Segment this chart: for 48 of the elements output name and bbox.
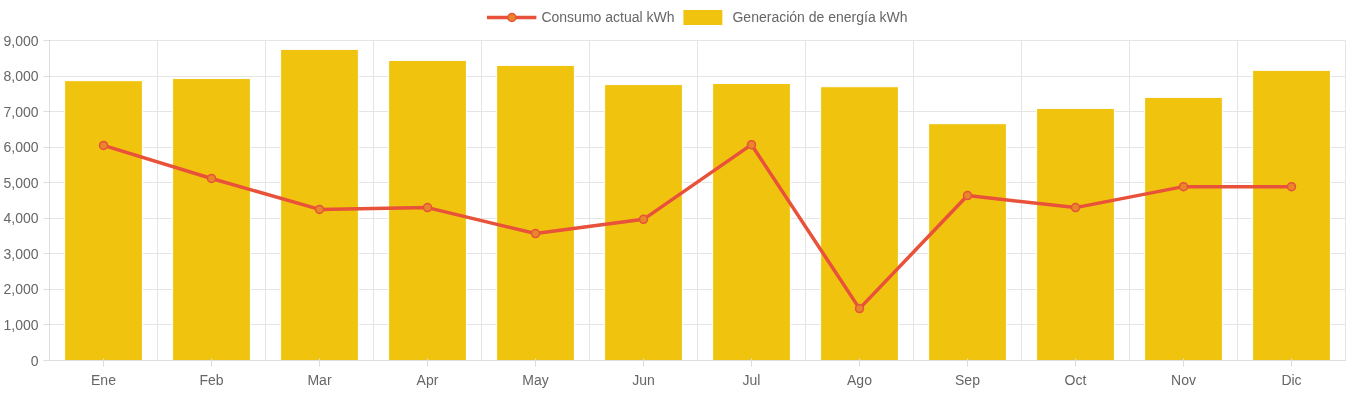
y-tick-label: 4,000: [3, 210, 39, 227]
point: [98, 140, 109, 151]
legend-label: Generación de energía kWh: [732, 9, 908, 25]
x-tick-label: Nov: [1171, 371, 1196, 388]
x-tick-label: Apr: [416, 371, 439, 388]
bar: [928, 123, 1007, 361]
x-tick-label: Jun: [632, 371, 655, 388]
bar: [1252, 69, 1331, 361]
x-tick-label: Oct: [1064, 371, 1087, 388]
point: [1286, 181, 1297, 192]
x-tick-label: Feb: [199, 371, 224, 388]
bar: [1144, 96, 1223, 361]
point: [314, 204, 325, 215]
bar: [712, 83, 791, 361]
bar: [172, 78, 251, 361]
x-tick-label: Jul: [742, 371, 761, 388]
point: [1070, 202, 1081, 213]
y-tick-label: 5,000: [3, 174, 39, 191]
bar: [280, 48, 359, 361]
point: [962, 190, 973, 201]
x-tick-label: Dic: [1281, 371, 1302, 388]
bar: [64, 80, 143, 361]
x-tick-label: Ene: [91, 371, 117, 388]
point: [422, 202, 433, 213]
legend-label: Consumo actual kWh: [541, 9, 675, 25]
y-tick-label: 0: [30, 352, 39, 369]
bar: [1036, 107, 1115, 361]
y-tick-label: 9,000: [3, 32, 39, 49]
y-tick-label: 1,000: [3, 316, 39, 333]
bar: [496, 64, 575, 361]
x-tick-label: Mar: [307, 371, 332, 388]
y-tick-label: 3,000: [3, 245, 39, 262]
point: [530, 228, 541, 239]
y-tick-label: 7,000: [3, 103, 39, 120]
x-tick-label: May: [522, 371, 549, 388]
y-tick-label: 2,000: [3, 281, 39, 298]
bar: [388, 59, 467, 361]
point: [206, 173, 217, 184]
bar: [604, 84, 683, 361]
point: [854, 303, 865, 314]
y-tick-label: 8,000: [3, 68, 39, 85]
y-tick-label: 6,000: [3, 139, 39, 156]
point: [638, 214, 649, 225]
point: [1178, 181, 1189, 192]
point: [746, 139, 757, 150]
bar: [820, 86, 899, 361]
x-tick-label: Ago: [847, 371, 873, 388]
x-tick-label: Sep: [955, 371, 981, 388]
